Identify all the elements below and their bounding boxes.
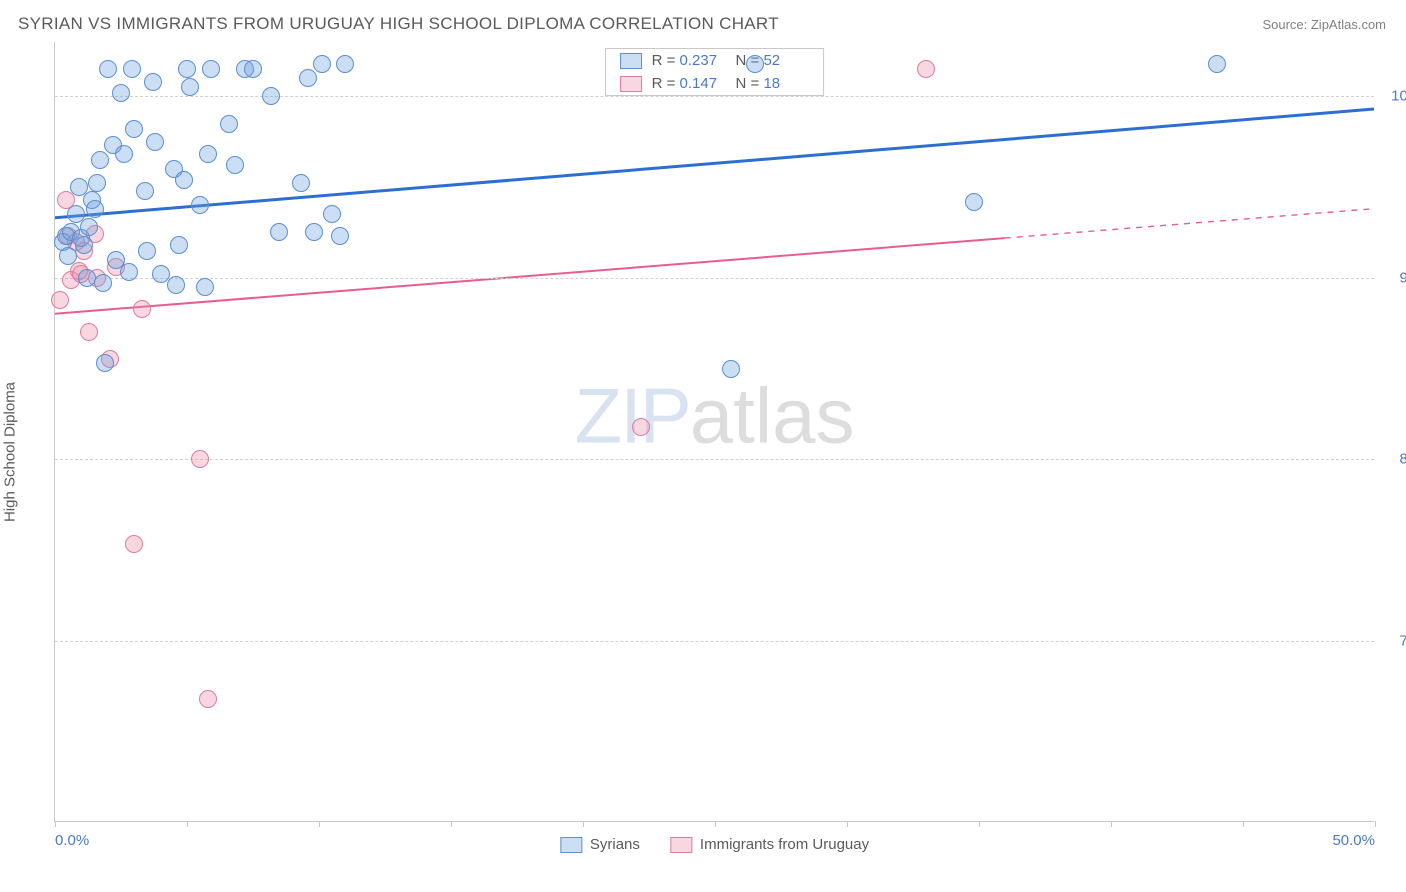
y-axis-label: High School Diploma [2,382,19,522]
data-point [226,156,244,174]
x-tick [1375,821,1376,827]
data-point [152,265,170,283]
data-point [125,120,143,138]
data-point [59,247,77,265]
swatch-series-2 [620,76,642,92]
data-point [292,174,310,192]
data-point [722,360,740,378]
r-label-1: R = 0.237 [652,52,726,69]
gridline [55,641,1374,642]
stats-row-series-1: R = 0.237 N = 52 [606,49,824,72]
y-tick-label: 70.0% [1399,632,1406,649]
data-point [91,151,109,169]
x-tick [979,821,980,827]
swatch-series-1b [560,837,582,853]
data-point [80,218,98,236]
x-tick-label: 0.0% [55,832,89,849]
x-tick [55,821,56,827]
n-label-2: N = 18 [736,75,810,92]
data-point [746,55,764,73]
data-point [146,133,164,151]
data-point [191,450,209,468]
stats-legend: R = 0.237 N = 52 R = 0.147 N = 18 [605,48,825,96]
data-point [632,418,650,436]
stats-row-series-2: R = 0.147 N = 18 [606,72,824,95]
data-point [336,55,354,73]
x-tick [847,821,848,827]
data-point [199,690,217,708]
data-point [88,174,106,192]
chart-title: SYRIAN VS IMMIGRANTS FROM URUGUAY HIGH S… [18,14,779,34]
data-point [191,196,209,214]
legend-label-2: Immigrants from Uruguay [700,836,869,853]
legend-label-1: Syrians [590,836,640,853]
data-point [270,223,288,241]
data-point [170,236,188,254]
data-point [199,145,217,163]
y-tick-label: 90.0% [1399,269,1406,286]
legend-item-1: Syrians [560,836,640,853]
data-point [262,87,280,105]
x-tick [1243,821,1244,827]
bottom-legend: Syrians Immigrants from Uruguay [560,836,869,853]
data-point [94,274,112,292]
data-point [123,60,141,78]
data-point [136,182,154,200]
data-point [51,291,69,309]
data-point [80,323,98,341]
r-label-2: R = 0.147 [652,75,726,92]
swatch-series-1 [620,53,642,69]
data-point [120,263,138,281]
data-point [99,60,117,78]
data-point [299,69,317,87]
watermark: ZIPatlas [574,370,854,461]
data-point [202,60,220,78]
source-attribution: Source: ZipAtlas.com [1262,17,1386,32]
data-point [138,242,156,260]
data-point [96,354,114,372]
gridline [55,96,1374,97]
data-point [305,223,323,241]
watermark-zip: ZIP [574,371,689,459]
data-point [181,78,199,96]
data-point [144,73,162,91]
data-point [75,236,93,254]
x-tick [583,821,584,827]
data-point [86,200,104,218]
chart-container: High School Diploma ZIPatlas R = 0.237 N… [18,42,1388,862]
data-point [167,276,185,294]
x-tick-label: 50.0% [1332,832,1375,849]
data-point [244,60,262,78]
plot-area: ZIPatlas R = 0.237 N = 52 R = 0.147 N = … [54,42,1374,822]
data-point [220,115,238,133]
x-tick [451,821,452,827]
data-point [112,84,130,102]
data-point [313,55,331,73]
data-point [175,171,193,189]
data-point [1208,55,1226,73]
x-tick [715,821,716,827]
data-point [965,193,983,211]
x-tick [1111,821,1112,827]
legend-item-2: Immigrants from Uruguay [670,836,869,853]
swatch-series-2b [670,837,692,853]
data-point [133,300,151,318]
data-point [125,535,143,553]
data-point [196,278,214,296]
data-point [331,227,349,245]
gridline [55,459,1374,460]
data-point [115,145,133,163]
data-point [178,60,196,78]
y-tick-label: 80.0% [1399,451,1406,468]
data-point [323,205,341,223]
y-tick-label: 100.0% [1391,88,1406,105]
x-tick [187,821,188,827]
x-tick [319,821,320,827]
data-point [917,60,935,78]
watermark-atlas: atlas [690,371,855,459]
trend-lines-layer [55,42,1374,821]
gridline [55,278,1374,279]
